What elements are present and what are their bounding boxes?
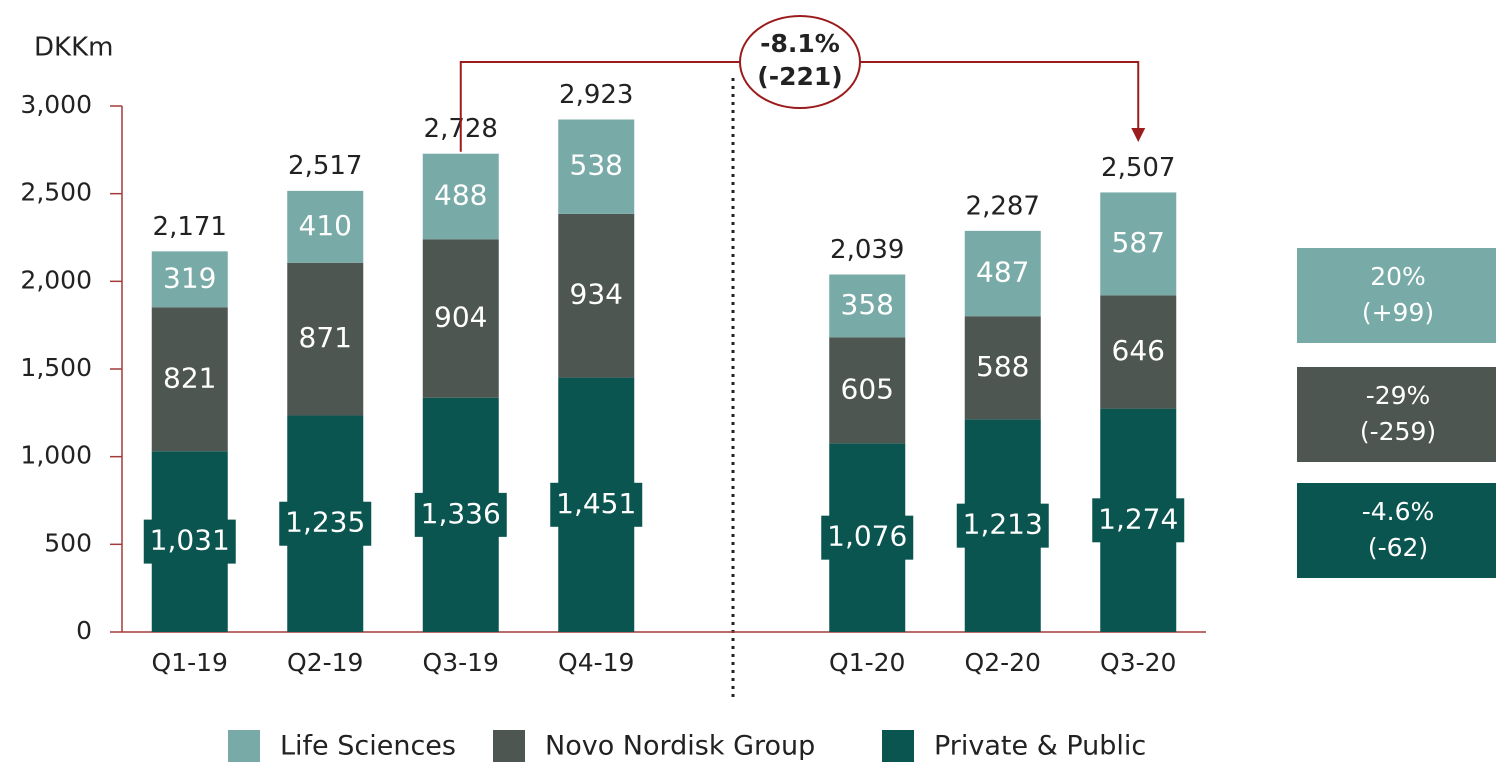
- change-box-text: -4.6%: [1362, 497, 1435, 526]
- bar-segment: [287, 190, 364, 263]
- change-box: [1297, 483, 1496, 578]
- y-tick-label: 2,500: [20, 178, 92, 207]
- bar-segment: [1100, 192, 1177, 296]
- bar-segment: [1100, 295, 1177, 409]
- value-label-box: [550, 482, 643, 527]
- total-label: 2,923: [559, 80, 633, 110]
- y-tick-label: 2,000: [20, 265, 92, 294]
- legend-label: Private & Public: [934, 731, 1146, 762]
- legend-swatch: [493, 730, 525, 762]
- legend-label: Life Sciences: [280, 731, 456, 762]
- total-label: 2,507: [1101, 153, 1175, 183]
- value-label-box: [956, 503, 1049, 548]
- value-label-box: [143, 519, 236, 564]
- value-label: 587: [1112, 226, 1165, 259]
- value-label: 605: [841, 372, 894, 405]
- value-label: 1,451: [556, 487, 636, 520]
- x-tick-label: Q3-19: [423, 648, 499, 677]
- bracket-text: -8.1%: [760, 29, 840, 58]
- value-label: 934: [570, 278, 623, 311]
- value-label: 538: [570, 149, 623, 182]
- value-label: 358: [841, 288, 894, 321]
- legend-swatch: [882, 730, 914, 762]
- total-label: 2,039: [830, 235, 904, 265]
- value-label: 1,235: [285, 506, 365, 539]
- bar-segment: [422, 153, 499, 240]
- change-box: [1297, 367, 1496, 462]
- value-label: 646: [1112, 334, 1165, 367]
- value-label: 871: [299, 321, 352, 354]
- value-label: 1,274: [1098, 502, 1178, 535]
- change-box-text: (-259): [1360, 417, 1436, 446]
- value-label: 1,336: [421, 497, 501, 530]
- bracket-text: (-221): [757, 62, 842, 91]
- change-box: [1297, 248, 1496, 343]
- bar-segment: [558, 213, 635, 378]
- y-tick-label: 500: [44, 528, 92, 557]
- total-label: 2,171: [153, 212, 227, 242]
- total-label: 2,287: [966, 192, 1040, 222]
- value-label: 904: [434, 301, 487, 334]
- y-tick-label: 1,000: [20, 441, 92, 470]
- y-tick-label: 1,500: [20, 353, 92, 382]
- bar-segment: [829, 274, 906, 338]
- value-label: 1,076: [827, 520, 907, 553]
- legend-label: Novo Nordisk Group: [545, 731, 815, 762]
- y-tick-label: 0: [76, 616, 92, 645]
- bar-segment: [151, 251, 228, 308]
- y-tick-label: 3,000: [20, 90, 92, 119]
- legend-swatch: [228, 730, 260, 762]
- bar-segment: [829, 337, 906, 444]
- x-tick-label: Q1-20: [829, 648, 905, 677]
- x-tick-label: Q4-19: [558, 648, 634, 677]
- bracket-ellipse: [739, 15, 861, 109]
- value-label: 821: [163, 361, 216, 394]
- value-label-box: [1092, 498, 1185, 543]
- x-tick-label: Q3-20: [1100, 648, 1176, 677]
- value-label: 488: [434, 178, 487, 211]
- change-box-text: -29%: [1366, 381, 1431, 410]
- bar-segment: [558, 119, 635, 214]
- bracket-arrow: [1131, 128, 1146, 142]
- value-label-box: [821, 515, 914, 560]
- value-label-box: [414, 492, 507, 537]
- y-axis-label: DKKm: [34, 33, 113, 63]
- change-box-text: (-62): [1368, 533, 1428, 562]
- total-label: 2,517: [288, 151, 362, 181]
- value-label: 1,213: [963, 508, 1043, 541]
- x-tick-label: Q2-20: [965, 648, 1041, 677]
- bar-segment: [964, 230, 1041, 317]
- bar-segment: [964, 316, 1041, 420]
- bar-segment: [422, 239, 499, 398]
- x-tick-label: Q2-19: [287, 648, 363, 677]
- bar-segment: [287, 262, 364, 416]
- value-label: 410: [299, 209, 352, 242]
- value-label: 1,031: [150, 524, 230, 557]
- x-tick-label: Q1-19: [152, 648, 228, 677]
- value-label-box: [279, 501, 372, 546]
- change-box-text: (+99): [1362, 298, 1434, 327]
- bar-segment: [151, 307, 228, 452]
- change-box-text: 20%: [1370, 262, 1426, 291]
- value-label: 487: [976, 256, 1029, 289]
- value-label: 588: [976, 350, 1029, 383]
- value-label: 319: [163, 261, 216, 294]
